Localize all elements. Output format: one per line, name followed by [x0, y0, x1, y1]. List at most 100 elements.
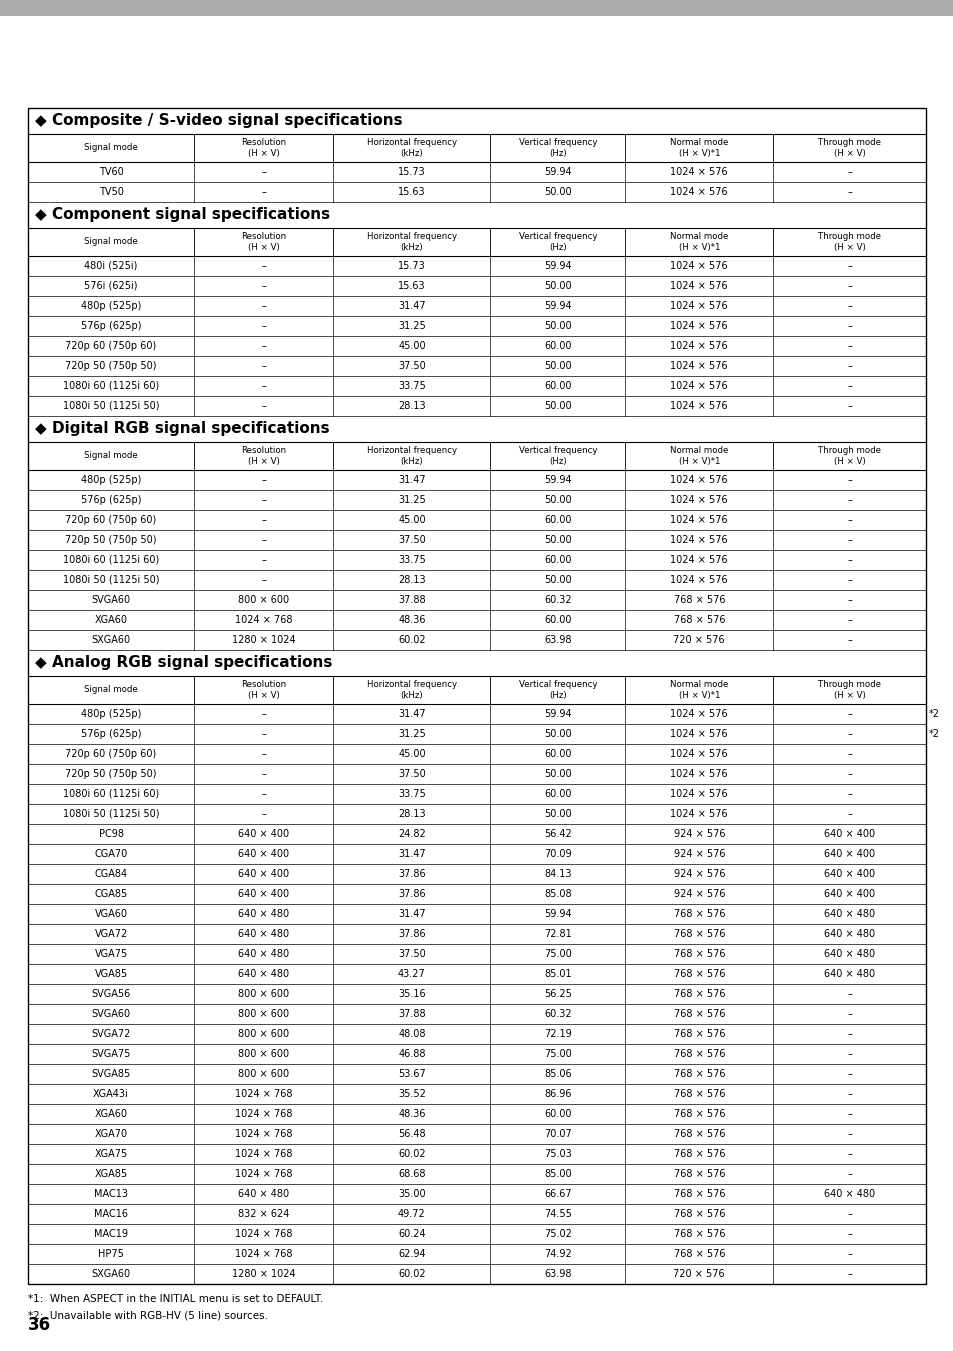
- Text: 1024 × 576: 1024 × 576: [670, 709, 727, 719]
- Text: Through mode
(H × V): Through mode (H × V): [818, 681, 881, 700]
- Text: 1024 × 576: 1024 × 576: [670, 494, 727, 505]
- Text: 720p 60 (750p 60): 720p 60 (750p 60): [66, 748, 156, 759]
- Text: 60.00: 60.00: [543, 340, 571, 351]
- Text: Normal mode
(H × V)*1: Normal mode (H × V)*1: [669, 681, 728, 700]
- Text: 832 × 624: 832 × 624: [238, 1209, 289, 1219]
- Text: 60.00: 60.00: [543, 555, 571, 565]
- Text: –: –: [846, 635, 851, 644]
- Text: 1024 × 576: 1024 × 576: [670, 789, 727, 798]
- Text: Normal mode
(H × V)*1: Normal mode (H × V)*1: [669, 446, 728, 466]
- Text: 28.13: 28.13: [397, 576, 425, 585]
- Text: –: –: [261, 535, 266, 544]
- Text: 50.00: 50.00: [543, 535, 571, 544]
- Text: 1080i 50 (1125i 50): 1080i 50 (1125i 50): [63, 809, 159, 819]
- Text: 768 × 576: 768 × 576: [673, 1209, 724, 1219]
- Text: 31.47: 31.47: [397, 909, 425, 919]
- Text: 1024 × 768: 1024 × 768: [234, 1229, 293, 1239]
- Text: 45.00: 45.00: [397, 340, 425, 351]
- Text: XGA75: XGA75: [94, 1148, 128, 1159]
- Text: –: –: [261, 361, 266, 372]
- Text: 480p (525p): 480p (525p): [81, 709, 141, 719]
- Text: 640 × 480: 640 × 480: [823, 969, 874, 979]
- Text: –: –: [846, 1148, 851, 1159]
- Text: –: –: [261, 555, 266, 565]
- Text: 720p 60 (750p 60): 720p 60 (750p 60): [66, 515, 156, 526]
- Text: 45.00: 45.00: [397, 515, 425, 526]
- Text: 31.47: 31.47: [397, 709, 425, 719]
- Text: 640 × 400: 640 × 400: [823, 830, 874, 839]
- Text: 1080i 60 (1125i 60): 1080i 60 (1125i 60): [63, 381, 159, 390]
- Text: 49.72: 49.72: [397, 1209, 425, 1219]
- Text: 35.16: 35.16: [397, 989, 425, 998]
- Text: VGA72: VGA72: [94, 929, 128, 939]
- Text: 1024 × 576: 1024 × 576: [670, 340, 727, 351]
- Text: Signal mode: Signal mode: [84, 143, 138, 153]
- Text: Normal mode
(H × V)*1: Normal mode (H × V)*1: [669, 138, 728, 158]
- Text: 640 × 480: 640 × 480: [823, 909, 874, 919]
- Text: *2: *2: [928, 730, 939, 739]
- Text: 60.00: 60.00: [543, 789, 571, 798]
- Text: –: –: [261, 186, 266, 197]
- Text: 60.00: 60.00: [543, 1109, 571, 1119]
- Text: Horizontal frequency
(kHz): Horizontal frequency (kHz): [367, 446, 456, 466]
- Text: SXGA60: SXGA60: [91, 1269, 131, 1279]
- Text: 59.94: 59.94: [543, 261, 571, 272]
- Text: 1024 × 576: 1024 × 576: [670, 576, 727, 585]
- Text: 640 × 480: 640 × 480: [238, 929, 289, 939]
- Text: *2:  Unavailable with RGB-HV (5 line) sources.: *2: Unavailable with RGB-HV (5 line) sou…: [28, 1310, 268, 1321]
- Text: 37.86: 37.86: [397, 869, 425, 880]
- Text: Resolution
(H × V): Resolution (H × V): [241, 446, 286, 466]
- Text: 66.67: 66.67: [543, 1189, 571, 1198]
- Text: –: –: [846, 361, 851, 372]
- Text: 640 × 400: 640 × 400: [238, 869, 289, 880]
- Text: –: –: [846, 594, 851, 605]
- Text: VGA60: VGA60: [94, 909, 128, 919]
- Text: 28.13: 28.13: [397, 809, 425, 819]
- Text: 576p (625p): 576p (625p): [81, 494, 141, 505]
- Text: CGA70: CGA70: [94, 848, 128, 859]
- Text: XGA60: XGA60: [94, 1109, 128, 1119]
- Bar: [28, 108, 925, 1283]
- Text: 768 × 576: 768 × 576: [673, 1089, 724, 1098]
- Text: 1024 × 576: 1024 × 576: [670, 186, 727, 197]
- Text: CGA84: CGA84: [94, 869, 128, 880]
- Text: –: –: [846, 515, 851, 526]
- Text: 1024 × 768: 1024 × 768: [234, 615, 293, 626]
- Text: 1024 × 576: 1024 × 576: [670, 555, 727, 565]
- Text: 50.00: 50.00: [543, 186, 571, 197]
- Text: 15.73: 15.73: [397, 168, 425, 177]
- Text: –: –: [846, 769, 851, 780]
- Text: 31.47: 31.47: [397, 848, 425, 859]
- Text: 1024 × 576: 1024 × 576: [670, 535, 727, 544]
- Text: Horizontal frequency
(kHz): Horizontal frequency (kHz): [367, 138, 456, 158]
- Text: 720p 60 (750p 60): 720p 60 (750p 60): [66, 340, 156, 351]
- Text: –: –: [846, 301, 851, 311]
- Text: MAC13: MAC13: [94, 1189, 128, 1198]
- Text: 800 × 600: 800 × 600: [238, 1029, 289, 1039]
- Text: 480i (525i): 480i (525i): [84, 261, 137, 272]
- Text: 800 × 600: 800 × 600: [238, 1048, 289, 1059]
- Text: 36: 36: [28, 1316, 51, 1333]
- Text: 1024 × 576: 1024 × 576: [670, 322, 727, 331]
- Text: –: –: [261, 789, 266, 798]
- Text: 72.19: 72.19: [543, 1029, 571, 1039]
- Text: 35.52: 35.52: [397, 1089, 425, 1098]
- Text: 1080i 50 (1125i 50): 1080i 50 (1125i 50): [63, 401, 159, 411]
- Text: 68.68: 68.68: [397, 1169, 425, 1179]
- Text: –: –: [846, 261, 851, 272]
- Text: ◆ Analog RGB signal specifications: ◆ Analog RGB signal specifications: [35, 655, 332, 670]
- Text: 640 × 480: 640 × 480: [823, 1189, 874, 1198]
- Text: 1024 × 576: 1024 × 576: [670, 381, 727, 390]
- Text: 924 × 576: 924 × 576: [673, 869, 724, 880]
- Text: 720 × 576: 720 × 576: [673, 1269, 724, 1279]
- Text: 800 × 600: 800 × 600: [238, 1069, 289, 1079]
- Text: 1024 × 576: 1024 × 576: [670, 769, 727, 780]
- Text: 37.86: 37.86: [397, 929, 425, 939]
- Text: *1:  When ASPECT in the INITIAL menu is set to DEFAULT.: *1: When ASPECT in the INITIAL menu is s…: [28, 1294, 323, 1304]
- Text: 31.47: 31.47: [397, 301, 425, 311]
- Text: 60.02: 60.02: [397, 1269, 425, 1279]
- Text: –: –: [261, 281, 266, 290]
- Text: 75.00: 75.00: [543, 948, 571, 959]
- Text: –: –: [846, 1229, 851, 1239]
- Text: 800 × 600: 800 × 600: [238, 594, 289, 605]
